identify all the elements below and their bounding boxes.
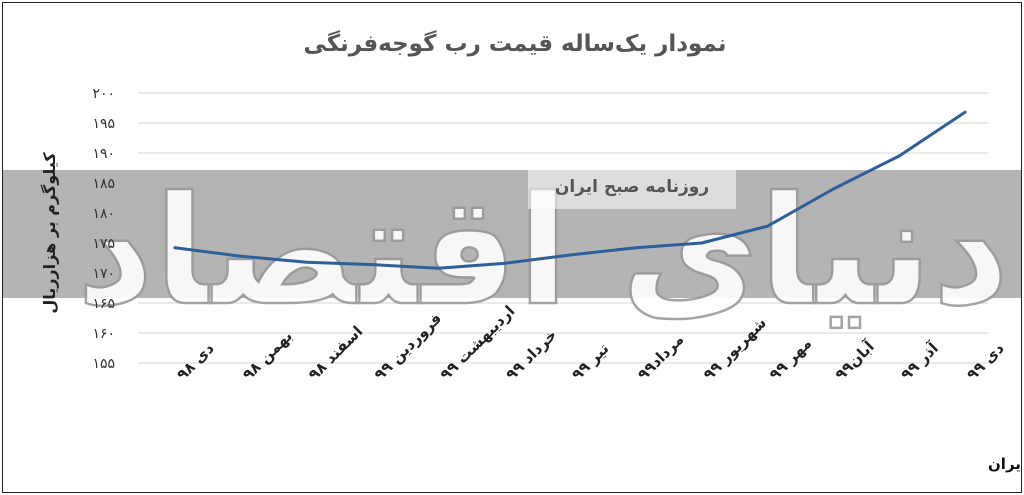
series-group bbox=[173, 110, 967, 270]
y-tick-label: ۱۹۵ bbox=[92, 116, 115, 132]
data-point bbox=[436, 266, 440, 270]
x-tick-label: مهر ۹۹ bbox=[766, 334, 816, 384]
data-point bbox=[831, 187, 835, 191]
x-tick-label: تیر ۹۹ bbox=[568, 340, 612, 384]
data-point bbox=[173, 246, 177, 250]
watermark-box: روزنامه صبح ایران bbox=[528, 161, 736, 209]
data-point bbox=[700, 241, 704, 245]
y-tick-label: ۱۶۰ bbox=[92, 326, 115, 342]
data-point bbox=[371, 263, 374, 267]
data-point bbox=[568, 253, 572, 257]
watermark-big-text: دنیای اقتصاد bbox=[77, 165, 1010, 339]
x-tick-label: آذر ۹۹ bbox=[897, 339, 942, 384]
data-point bbox=[502, 261, 506, 265]
watermark-box-text: روزنامه صبح ایران bbox=[555, 177, 709, 197]
watermark-band bbox=[3, 170, 1021, 298]
line-chart: دنیای اقتصاد روزنامه صبح ایران نمودار یک… bbox=[3, 30, 1021, 473]
y-tick-labels: ۱۵۵ ۱۶۰ ۱۶۵ ۱۷۰ ۱۷۵ ۱۸۰ ۱۸۵ ۱۹۰ ۱۹۵ ۲۰۰ bbox=[92, 86, 115, 372]
y-tick-label: ۱۸۵ bbox=[92, 176, 115, 192]
y-tick-label: ۱۵۵ bbox=[92, 356, 115, 372]
chart-title: نمودار یک‌ساله قیمت رب گوجه‌فرنگی bbox=[304, 30, 727, 57]
y-axis-label: کیلوگرم بر هزارریال bbox=[40, 152, 59, 314]
x-tick-label: دی ۹۸ bbox=[173, 339, 218, 384]
data-point bbox=[766, 224, 769, 228]
y-tick-label: ۱۸۰ bbox=[92, 206, 115, 222]
x-tick-label: آبان۹۹ bbox=[831, 337, 878, 384]
y-tick-label: ۱۷۰ bbox=[92, 266, 115, 282]
x-tick-label: دی ۹۹ bbox=[963, 339, 1008, 384]
source-note: منبع: مرکز آمار ایران bbox=[988, 455, 1021, 473]
data-point bbox=[963, 110, 967, 114]
data-point bbox=[634, 246, 638, 250]
y-tick-label: ۲۰۰ bbox=[92, 86, 115, 102]
y-tick-label: ۱۶۵ bbox=[92, 296, 115, 312]
data-point bbox=[239, 254, 243, 258]
data-point bbox=[897, 154, 901, 158]
y-tick-label: ۱۹۰ bbox=[92, 146, 115, 162]
y-tick-label: ۱۷۵ bbox=[92, 236, 115, 252]
data-point bbox=[305, 260, 309, 264]
